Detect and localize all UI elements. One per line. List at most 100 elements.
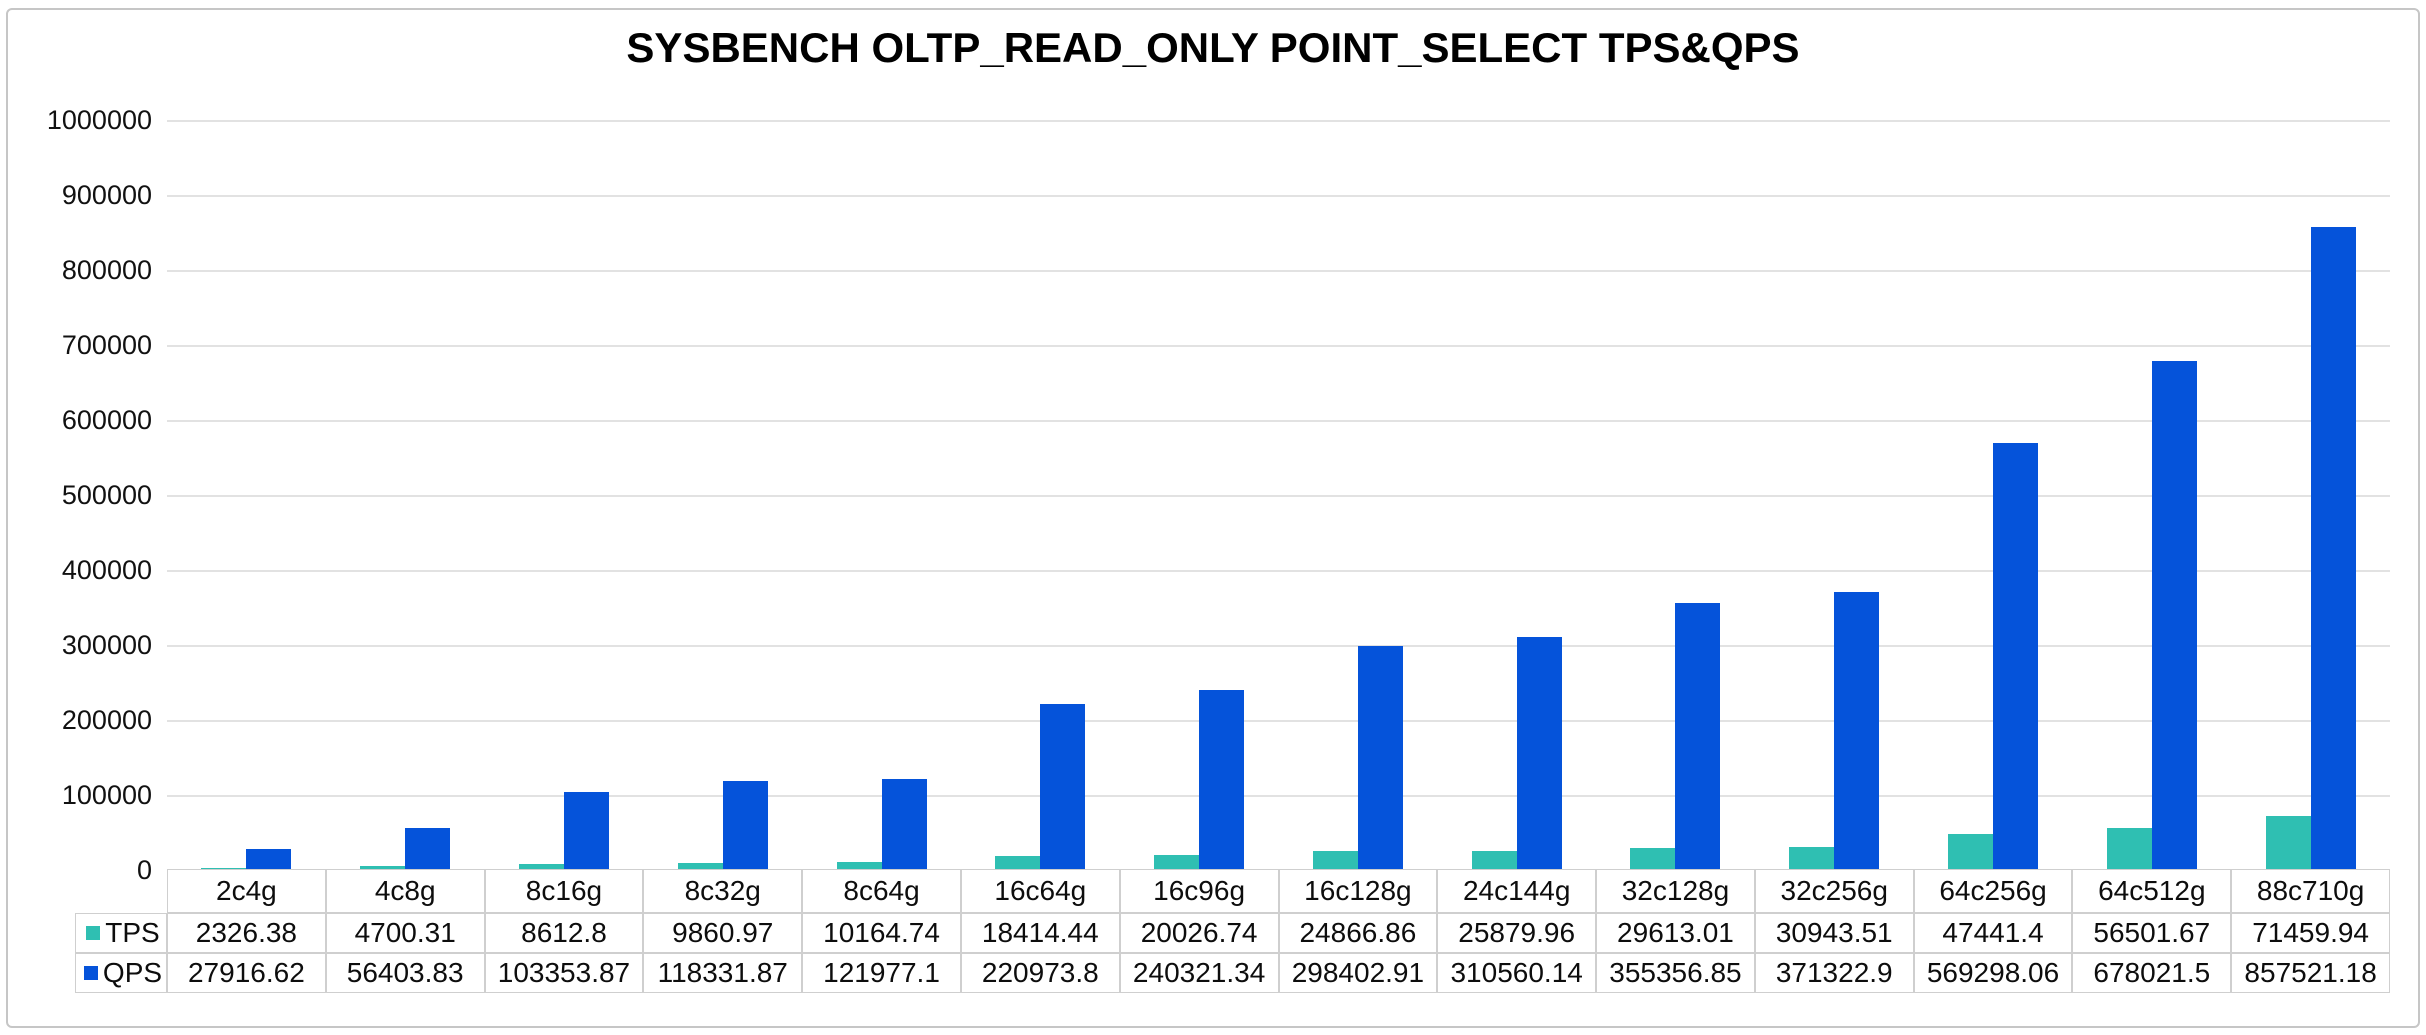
value-cell-qps-88c710g: 857521.18 [2231, 953, 2390, 993]
category-cell-8c16g: 8c16g [484, 869, 644, 913]
gridline [167, 495, 2390, 497]
value-cell-tps-64c512g: 56501.67 [2072, 913, 2232, 953]
bar-qps-2c4g [246, 849, 292, 870]
bar-qps-32c256g [1834, 592, 1880, 870]
table-corner-spacer [75, 869, 167, 913]
value-cell-qps-16c96g: 240321.34 [1119, 953, 1279, 993]
bar-tps-16c128g [1312, 851, 1358, 870]
value-cell-tps-8c32g: 9860.97 [643, 913, 803, 953]
legend-swatch-tps [86, 926, 101, 940]
gridline [167, 270, 2390, 272]
bar-qps-16c64g [1040, 704, 1086, 870]
bar-tps-8c16g [518, 864, 564, 870]
value-cell-qps-16c64g: 220973.8 [960, 953, 1120, 993]
y-axis-tick-label: 0 [136, 855, 152, 885]
category-cell-16c96g: 16c96g [1119, 869, 1279, 913]
value-cell-tps-32c128g: 29613.01 [1596, 913, 1755, 953]
bar-qps-16c128g [1357, 646, 1403, 870]
legend-cell-qps: QPS [75, 953, 167, 993]
bar-qps-24c144g [1516, 637, 1562, 870]
value-cell-tps-16c64g: 18414.44 [960, 913, 1120, 953]
y-axis-tick-label: 100000 [61, 780, 152, 810]
bar-group-2c4g [167, 120, 326, 870]
bar-qps-8c32g [722, 781, 768, 870]
category-cell-24c144g: 24c144g [1437, 869, 1597, 913]
value-cell-tps-8c64g: 10164.74 [802, 913, 961, 953]
category-cell-32c256g: 32c256g [1754, 869, 1914, 913]
bar-qps-88c710g [2310, 227, 2356, 870]
value-cell-qps-8c64g: 121977.1 [802, 953, 961, 993]
bar-group-16c64g [961, 120, 1120, 870]
bar-tps-88c710g [2265, 816, 2311, 870]
y-axis-tick-label: 500000 [61, 480, 152, 510]
value-cell-qps-32c128g: 355356.85 [1596, 953, 1755, 993]
gridline [167, 345, 2390, 347]
category-cell-64c512g: 64c512g [2072, 869, 2232, 913]
value-cell-qps-4c8g: 56403.83 [325, 953, 485, 993]
y-axis-tick-label: 900000 [61, 180, 152, 210]
value-cell-qps-16c128g: 298402.91 [1278, 953, 1438, 993]
legend-label-tps: TPS [105, 917, 160, 948]
data-table: 2c4g 4c8g 8c16g 8c32g 8c64g 16c64g 16c96g 16c12… [75, 869, 2390, 993]
bar-tps-24c144g [1471, 851, 1517, 870]
bar-group-88c710g [2231, 120, 2390, 870]
value-cell-tps-16c128g: 24866.86 [1278, 913, 1438, 953]
bar-group-32c256g [1755, 120, 1914, 870]
category-cell-8c32g: 8c32g [643, 869, 803, 913]
value-cell-qps-64c512g: 678021.5 [2072, 953, 2232, 993]
bar-tps-16c64g [995, 856, 1041, 870]
category-cell-2c4g: 2c4g [167, 869, 326, 913]
y-axis-tick-label: 700000 [61, 330, 152, 360]
value-cell-qps-8c32g: 118331.87 [643, 953, 803, 993]
chart-title: SYSBENCH OLTP_READ_ONLY POINT_SELECT TPS… [626, 24, 1800, 71]
value-cell-qps-64c256g: 569298.06 [1913, 953, 2073, 993]
value-cell-qps-8c16g: 103353.87 [484, 953, 644, 993]
y-axis-tick-label: 300000 [61, 630, 152, 660]
bar-group-64c256g [1914, 120, 2073, 870]
y-axis-tick-label: 600000 [61, 405, 152, 435]
value-cell-tps-24c144g: 25879.96 [1437, 913, 1597, 953]
bar-group-8c64g [802, 120, 961, 870]
bar-tps-8c64g [836, 862, 882, 870]
bar-group-32c128g [1596, 120, 1755, 870]
category-cell-16c128g: 16c128g [1278, 869, 1438, 913]
bar-group-64c512g [2072, 120, 2231, 870]
value-cell-tps-8c16g: 8612.8 [484, 913, 644, 953]
legend-cell-tps: TPS [75, 913, 167, 953]
value-cell-tps-32c256g: 30943.51 [1754, 913, 1914, 953]
value-cell-qps-24c144g: 310560.14 [1437, 953, 1597, 993]
bar-tps-16c96g [1154, 855, 1200, 870]
category-cell-32c128g: 32c128g [1596, 869, 1755, 913]
y-axis-tick-label: 200000 [61, 705, 152, 735]
category-cell-88c710g: 88c710g [2231, 869, 2390, 913]
bar-qps-64c512g [2151, 361, 2197, 870]
category-cell-8c64g: 8c64g [802, 869, 961, 913]
bar-qps-32c128g [1675, 603, 1721, 870]
plot-area [167, 120, 2390, 872]
category-cell-16c64g: 16c64g [960, 869, 1120, 913]
gridline [167, 120, 2390, 122]
y-axis-tick-label: 800000 [61, 255, 152, 285]
bar-qps-8c16g [563, 792, 609, 870]
bar-tps-64c512g [2106, 828, 2152, 870]
y-axis-tick-label: 1000000 [46, 105, 152, 135]
value-cell-qps-2c4g: 27916.62 [167, 953, 326, 993]
gridline [167, 420, 2390, 422]
value-cell-tps-4c8g: 4700.31 [325, 913, 485, 953]
bar-tps-8c32g [677, 863, 723, 870]
bar-qps-4c8g [405, 828, 451, 870]
bar-group-8c16g [485, 120, 644, 870]
category-cell-64c256g: 64c256g [1913, 869, 2073, 913]
gridline [167, 720, 2390, 722]
gridline [167, 195, 2390, 197]
value-cell-tps-16c96g: 20026.74 [1119, 913, 1279, 953]
bar-group-4c8g [326, 120, 485, 870]
value-cell-qps-32c256g: 371322.9 [1754, 953, 1914, 993]
bar-group-16c96g [1120, 120, 1279, 870]
value-cell-tps-64c256g: 47441.4 [1913, 913, 2073, 953]
bar-tps-32c256g [1789, 847, 1835, 870]
bar-group-8c32g [643, 120, 802, 870]
bar-qps-64c256g [1992, 443, 2038, 870]
bar-columns [167, 120, 2390, 870]
legend-label-qps: QPS [102, 957, 163, 988]
